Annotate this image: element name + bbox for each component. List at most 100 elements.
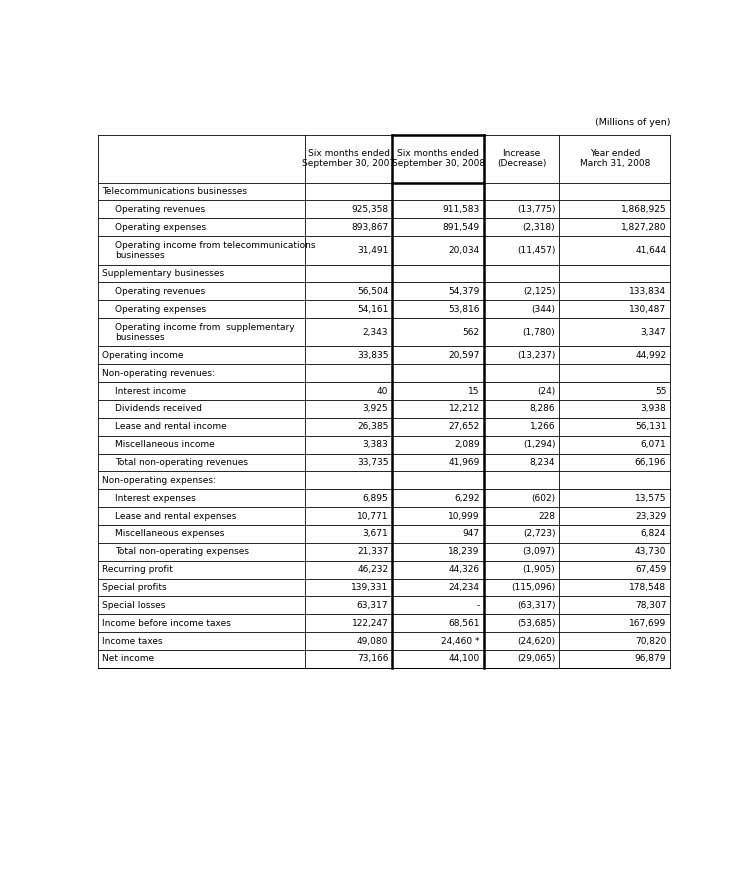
Text: (13,775): (13,775) [517,204,555,214]
Text: 56,131: 56,131 [634,422,666,431]
Text: (1,780): (1,780) [523,327,555,337]
Text: (2,318): (2,318) [523,223,555,232]
Text: 2,343: 2,343 [363,327,388,337]
Text: Operating revenues: Operating revenues [115,287,205,296]
Text: 41,644: 41,644 [635,246,666,255]
Text: 54,379: 54,379 [448,287,480,296]
Text: 96,879: 96,879 [634,654,666,664]
Text: 20,034: 20,034 [448,246,480,255]
Text: Six months ended
September 30, 2007: Six months ended September 30, 2007 [302,149,395,168]
Text: 70,820: 70,820 [635,636,666,645]
Text: 56,504: 56,504 [357,287,388,296]
Text: 63,317: 63,317 [357,601,388,610]
Text: Income taxes: Income taxes [102,636,163,645]
Text: 31,491: 31,491 [357,246,388,255]
Text: 1,266: 1,266 [530,422,555,431]
Text: 1,827,280: 1,827,280 [621,223,666,232]
Text: (24,620): (24,620) [518,636,555,645]
Text: 18,239: 18,239 [448,547,480,557]
Text: Non-operating revenues:: Non-operating revenues: [102,369,214,378]
Text: 44,992: 44,992 [635,351,666,360]
Text: 12,212: 12,212 [448,404,480,413]
Text: 33,835: 33,835 [357,351,388,360]
Text: (1,294): (1,294) [523,440,555,450]
Text: (53,685): (53,685) [517,619,555,627]
Text: Operating expenses: Operating expenses [115,223,206,232]
Text: 43,730: 43,730 [635,547,666,557]
Text: 1,868,925: 1,868,925 [621,204,666,214]
Text: Income before income taxes: Income before income taxes [102,619,231,627]
Text: 66,196: 66,196 [634,458,666,467]
Text: Non-operating expenses:: Non-operating expenses: [102,476,216,485]
Text: Miscellaneous income: Miscellaneous income [115,440,214,450]
Text: (63,317): (63,317) [517,601,555,610]
Text: 46,232: 46,232 [357,566,388,574]
Text: 27,652: 27,652 [448,422,480,431]
Text: Supplementary businesses: Supplementary businesses [102,269,224,278]
Text: Total non-operating revenues: Total non-operating revenues [115,458,248,467]
Text: 562: 562 [463,327,480,337]
Text: (Millions of yen): (Millions of yen) [595,119,670,127]
Text: (24): (24) [537,387,555,396]
Text: Lease and rental expenses: Lease and rental expenses [115,512,236,520]
Text: (115,096): (115,096) [511,583,555,592]
Text: 8,286: 8,286 [530,404,555,413]
Text: Operating income from telecommunications
businesses: Operating income from telecommunications… [115,241,315,260]
Text: (3,097): (3,097) [523,547,555,557]
Text: 925,358: 925,358 [351,204,388,214]
Text: 133,834: 133,834 [629,287,666,296]
Text: 10,771: 10,771 [357,512,388,520]
Text: 891,549: 891,549 [442,223,480,232]
Text: Six months ended
September 30, 2008: Six months ended September 30, 2008 [392,149,484,168]
Text: 228: 228 [538,512,555,520]
Text: Operating expenses: Operating expenses [115,304,206,313]
Text: 893,867: 893,867 [351,223,388,232]
Text: 130,487: 130,487 [629,304,666,313]
Text: 3,671: 3,671 [362,529,388,538]
Text: Year ended
March 31, 2008: Year ended March 31, 2008 [580,149,650,168]
Text: Lease and rental income: Lease and rental income [115,422,226,431]
Text: 21,337: 21,337 [357,547,388,557]
Text: Total non-operating expenses: Total non-operating expenses [115,547,249,557]
Text: (2,723): (2,723) [523,529,555,538]
Text: 947: 947 [463,529,480,538]
Text: 55: 55 [655,387,666,396]
Text: 23,329: 23,329 [635,512,666,520]
Text: 6,824: 6,824 [640,529,666,538]
Text: Dividends received: Dividends received [115,404,202,413]
Text: (11,457): (11,457) [517,246,555,255]
Text: Net income: Net income [102,654,154,664]
Text: -: - [476,601,480,610]
Text: 49,080: 49,080 [357,636,388,645]
Text: 122,247: 122,247 [352,619,389,627]
Text: 20,597: 20,597 [448,351,480,360]
Text: (344): (344) [531,304,555,313]
Text: 911,583: 911,583 [442,204,480,214]
Text: Telecommunications businesses: Telecommunications businesses [102,187,247,196]
Text: Operating income: Operating income [102,351,184,360]
Text: (1,905): (1,905) [523,566,555,574]
Text: 44,100: 44,100 [448,654,480,664]
Text: 3,347: 3,347 [640,327,666,337]
Text: 178,548: 178,548 [629,583,666,592]
Text: (2,125): (2,125) [523,287,555,296]
Text: 139,331: 139,331 [351,583,388,592]
Text: Interest expenses: Interest expenses [115,494,196,503]
Text: Special losses: Special losses [102,601,165,610]
Text: 3,925: 3,925 [363,404,388,413]
Text: 53,816: 53,816 [448,304,480,313]
Text: 33,735: 33,735 [357,458,388,467]
Text: 10,999: 10,999 [448,512,480,520]
Text: 40: 40 [377,387,388,396]
Text: 8,234: 8,234 [530,458,555,467]
Text: 73,166: 73,166 [357,654,388,664]
Text: Operating revenues: Operating revenues [115,204,205,214]
Text: 67,459: 67,459 [635,566,666,574]
Text: Special profits: Special profits [102,583,166,592]
Text: 68,561: 68,561 [448,619,480,627]
Text: Interest income: Interest income [115,387,186,396]
Text: 24,234: 24,234 [448,583,480,592]
Text: Operating income from  supplementary
businesses: Operating income from supplementary busi… [115,322,294,342]
Text: 3,938: 3,938 [640,404,666,413]
Text: 6,292: 6,292 [454,494,480,503]
